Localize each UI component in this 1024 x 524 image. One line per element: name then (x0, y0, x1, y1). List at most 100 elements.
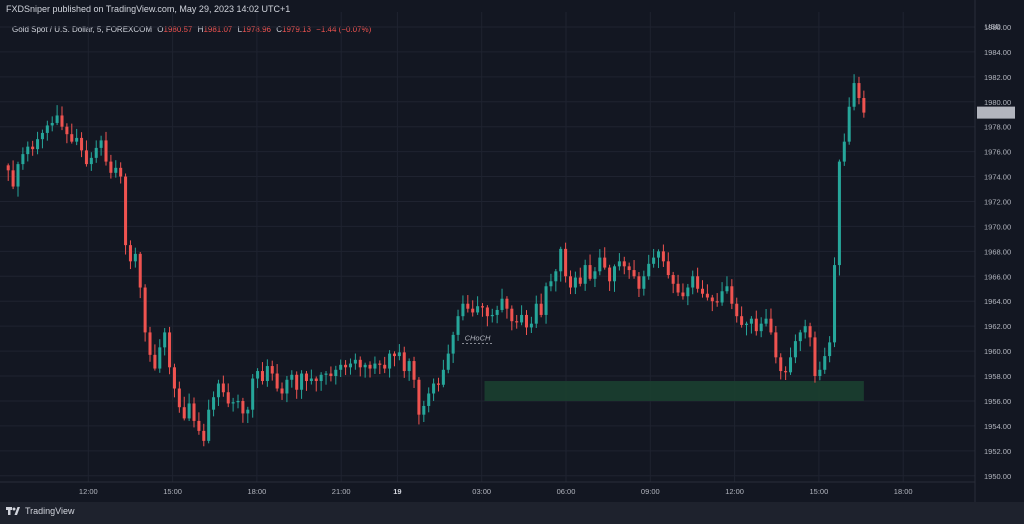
time-tick-label: 12:00 (79, 487, 98, 496)
candle-body (383, 364, 387, 369)
price-chart[interactable]: CHoCH USD 1950.00 1952.00 1954.00 1956.00 1958… (0, 0, 1024, 502)
price-tick-label: 1964.00 (984, 297, 1011, 306)
candle-body (471, 308, 475, 313)
candle-body (285, 379, 289, 394)
candle-body (710, 297, 714, 302)
candle-body (798, 332, 802, 342)
price-tick-label: 1984.00 (984, 48, 1011, 57)
candle-body (500, 298, 504, 310)
candle-body (813, 337, 817, 377)
candle-body (373, 363, 377, 369)
candle-body (803, 326, 807, 333)
candle-body (637, 276, 641, 289)
candle-body (451, 334, 455, 354)
candle-body (833, 265, 837, 343)
price-tick-label: 1980.00 (984, 98, 1011, 107)
candle-body (661, 251, 665, 262)
candle-body (138, 253, 142, 288)
candle-body (16, 164, 20, 187)
candle-body (358, 359, 362, 368)
candle-body (691, 276, 695, 288)
last-price-label: 1979.13 (981, 109, 1008, 118)
candle-body (168, 332, 172, 368)
candle-body (212, 397, 216, 410)
candle-body (182, 407, 186, 419)
candle-body (256, 371, 260, 379)
candle-body (163, 332, 167, 348)
candle-body (754, 318, 758, 332)
price-tick-label: 1960.00 (984, 347, 1011, 356)
last-price-tag (977, 106, 1015, 119)
price-tick-label: 1958.00 (984, 372, 1011, 381)
brand[interactable]: TradingView (6, 506, 75, 516)
candle-body (11, 170, 15, 187)
candle-body (759, 323, 763, 332)
candle-body (461, 303, 465, 317)
candle-body (671, 275, 675, 284)
candle-body (392, 353, 396, 357)
symbol-name[interactable]: Gold Spot / U.S. Dollar, 5, FOREXCOM (12, 25, 153, 34)
candle-body (534, 303, 538, 324)
candle-body (744, 323, 749, 325)
candle-body (177, 388, 181, 408)
candle-body (456, 316, 460, 335)
candle-body (26, 146, 30, 155)
candle-body (784, 371, 788, 373)
candle-body (627, 266, 631, 271)
candle-body (837, 161, 841, 266)
candle-body (353, 359, 357, 364)
candle-body (172, 367, 176, 389)
candle-body (36, 139, 40, 150)
candle-body (221, 383, 225, 393)
candle-body (388, 353, 392, 369)
candle-body (45, 125, 49, 133)
open-label: O (157, 25, 164, 34)
candle-body (124, 176, 128, 246)
candle-body (192, 403, 196, 421)
candle-body (862, 98, 866, 113)
price-tick-label: 1968.00 (984, 247, 1011, 256)
time-tick-label: 03:00 (472, 487, 491, 496)
price-tick-label: 1954.00 (984, 422, 1011, 431)
price-tick-label: 1950.00 (984, 472, 1011, 481)
candle-body (236, 400, 240, 403)
candle-body (187, 403, 191, 419)
candle-body (99, 140, 103, 148)
candle-body (510, 308, 514, 322)
candle-body (769, 318, 773, 333)
candle-body (476, 306, 480, 313)
candle-body (588, 265, 592, 279)
price-tick-label: 1952.00 (984, 447, 1011, 456)
candle-body (133, 253, 137, 262)
candle-body (397, 352, 401, 357)
candle-body (207, 409, 211, 441)
candle-body (603, 257, 607, 268)
candle-body (583, 265, 587, 284)
candle-body (202, 430, 206, 441)
candle-body (378, 363, 382, 365)
candle-body (696, 276, 700, 289)
candle-body (339, 364, 343, 370)
time-tick-label: 09:00 (641, 487, 660, 496)
publisher-caption: FXDSniper published on TradingView.com, … (6, 4, 291, 14)
candle-body (314, 378, 318, 382)
candle-body (300, 373, 304, 390)
candle-body (148, 332, 152, 355)
candle-body (847, 106, 851, 142)
candle-body (80, 137, 84, 151)
candle-body (642, 276, 646, 289)
time-tick-label: 21:00 (332, 487, 351, 496)
candle-body (363, 364, 367, 368)
close-label: C (276, 25, 282, 34)
candle-body (226, 392, 230, 404)
candle-body (544, 286, 548, 315)
candle-body (197, 420, 201, 431)
candle-body (275, 373, 279, 389)
candle-body (319, 374, 323, 382)
candle-body (104, 140, 108, 162)
candle-body (348, 363, 352, 368)
candle-body (573, 277, 577, 288)
candle-body (60, 115, 64, 127)
price-tick-label: 1978.00 (984, 123, 1011, 132)
price-tick-label: 1986.00 (984, 23, 1011, 32)
